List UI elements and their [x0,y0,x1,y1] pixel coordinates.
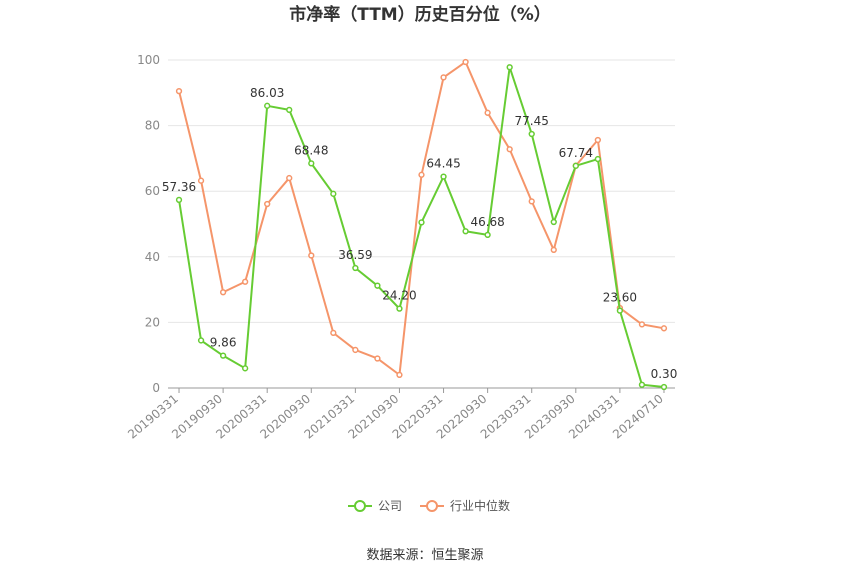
data-label: 68.48 [294,143,328,157]
data-point-industry-median [638,321,646,328]
data-point-industry-median [660,325,668,332]
data-label: 46.68 [470,215,504,229]
y-tick-label: 80 [145,119,160,133]
legend-marker-industry-median [426,500,438,512]
data-point-industry-median [175,88,183,95]
data-point-industry-median [418,171,425,178]
legend-marker-company [354,500,366,512]
data-point-company [462,228,469,235]
data-point-industry-median [374,355,381,362]
data-label: 9.86 [210,336,237,350]
series-line-company [178,66,665,389]
data-point-company [506,64,513,71]
data-point-industry-median [594,136,601,144]
source-note: 数据来源：恒生聚源 [366,548,483,563]
data-point-company [594,155,601,163]
data-point-industry-median [528,198,535,205]
data-point-company [308,160,315,167]
data-point-company [484,231,491,239]
data-label: 24.20 [382,289,416,303]
data-point-company [264,102,271,109]
data-point-company [374,282,381,289]
data-point-company [572,162,579,169]
data-label: 23.60 [603,291,637,305]
y-tick-label: 0 [152,381,160,395]
chart-title: 市净率（TTM）历史百分位（%） [289,4,551,25]
data-point-company [197,337,205,344]
series-lines [175,58,668,391]
data-point-industry-median [242,278,249,285]
data-point-industry-median [352,346,359,354]
data-point-industry-median [484,109,491,116]
data-point-industry-median [264,200,271,208]
data-point-industry-median [550,246,557,254]
data-point-industry-median [308,252,315,259]
y-tick-label: 60 [145,184,160,198]
data-point-industry-median [330,329,337,337]
legend: 公司 行业中位数 [348,498,510,513]
data-point-industry-median [219,289,227,296]
data-point-company [242,365,249,372]
data-label: 36.59 [338,248,372,262]
data-labels: 57.36 9.86 86.03 68.48 36.59 24.20 64.45 46.68 7… [162,86,677,381]
data-label: 86.03 [250,86,284,100]
data-point-company [440,173,447,180]
data-point-company [175,196,183,204]
data-label: 64.45 [426,157,460,171]
data-point-company [219,352,227,359]
data-point-company [660,383,668,391]
data-label: 67.74 [559,146,593,160]
data-label: 77.45 [515,114,549,128]
data-point-industry-median [440,74,447,81]
data-point-company [286,106,293,114]
data-point-company [616,307,624,314]
data-label: 0.30 [651,367,678,381]
data-point-industry-median [197,177,205,184]
data-point-industry-median [506,146,513,153]
data-point-industry-median [396,371,403,379]
data-point-company [638,381,646,388]
data-point-company [528,130,535,138]
series-line-industry-median [178,60,665,376]
legend-label-company: 公司 [378,499,402,513]
axes: 0204060801002019033120190930202003312020… [125,53,675,442]
data-point-company [396,305,403,312]
y-tick-label: 20 [145,315,160,329]
data-label: 57.36 [162,180,196,194]
data-point-company [550,218,557,226]
data-point-company [330,190,337,197]
data-point-company [352,264,359,272]
data-point-industry-median [462,58,469,66]
data-point-company [418,219,425,226]
y-tick-label: 40 [145,250,160,264]
data-point-industry-median [286,174,293,182]
y-tick-label: 100 [137,53,160,67]
legend-label-industry-median: 行业中位数 [450,498,510,513]
